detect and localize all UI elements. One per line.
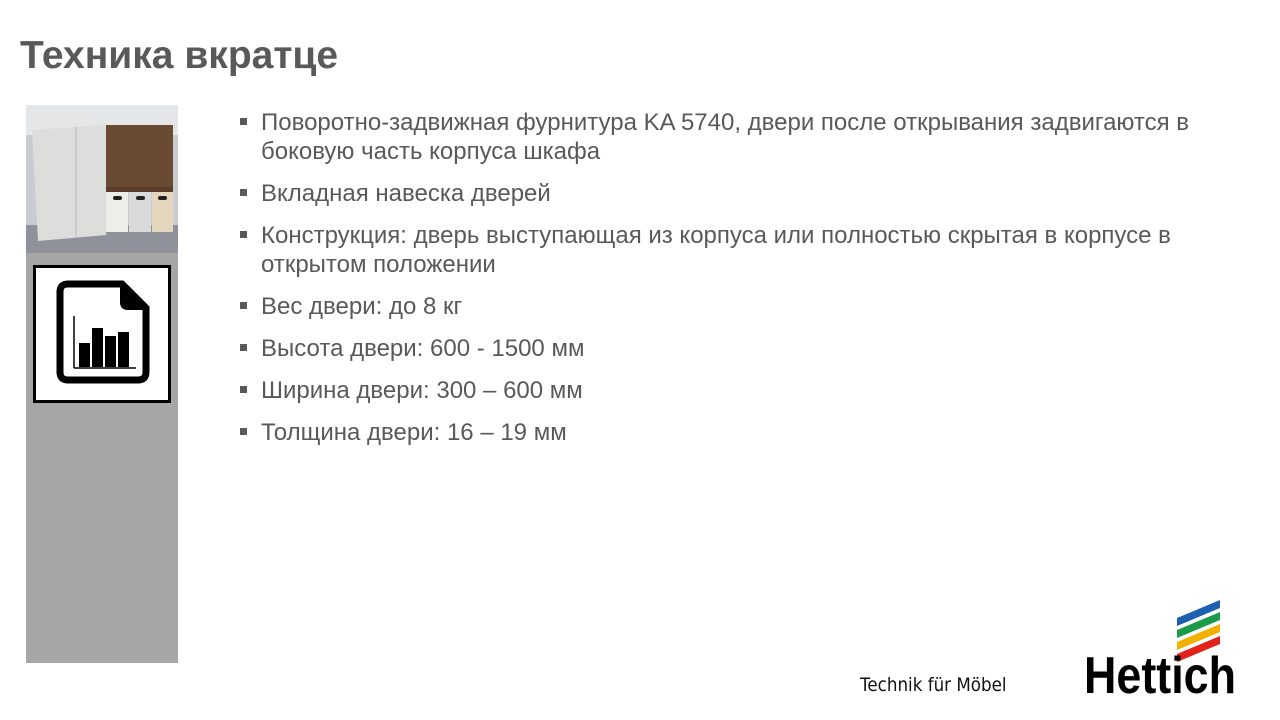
brand-name: Hettich bbox=[1084, 647, 1236, 698]
list-item: Толщина двери: 16 – 19 мм bbox=[238, 418, 1198, 447]
list-item: Ширина двери: 300 – 600 мм bbox=[238, 376, 1198, 405]
list-item: Высота двери: 600 - 1500 мм bbox=[238, 334, 1198, 363]
list-item: Вкладная навеска дверей bbox=[238, 179, 1198, 208]
list-item: Конструкция: дверь выступающая из корпус… bbox=[238, 221, 1198, 279]
wardrobe-photo bbox=[26, 105, 178, 253]
spec-list: Поворотно-задвижная фурнитура KA 5740, д… bbox=[238, 108, 1198, 460]
page-title: Техника вкратце bbox=[20, 34, 339, 77]
document-chart-icon bbox=[33, 265, 171, 403]
list-item: Вес двери: до 8 кг bbox=[238, 292, 1198, 321]
hettich-logo: Hettich bbox=[1084, 600, 1236, 698]
list-item: Поворотно-задвижная фурнитура KA 5740, д… bbox=[238, 108, 1198, 166]
slogan: Technik für Möbel bbox=[860, 674, 1007, 696]
